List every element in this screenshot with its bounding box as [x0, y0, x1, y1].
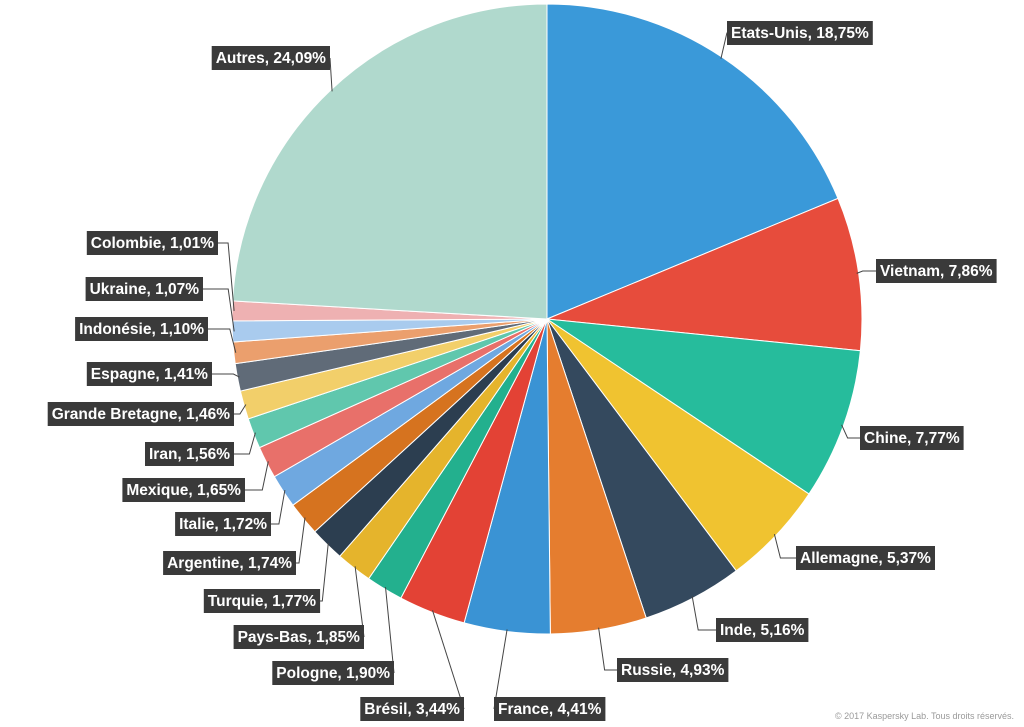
- data-label-allemagne: Allemagne, 5,37%: [800, 550, 931, 567]
- leader-line-argentine: [296, 517, 306, 564]
- data-label-autres: Autres, 24,09%: [216, 50, 326, 67]
- data-label-box-indonesie: [75, 317, 208, 341]
- data-label-box-colombie: [86, 231, 218, 255]
- leader-line-mexique: [245, 461, 269, 491]
- leader-line-italie: [271, 490, 286, 525]
- data-label-box-iran: [145, 442, 234, 466]
- data-label-france: France, 4,41%: [498, 701, 602, 718]
- leader-line-etats-unis: [720, 32, 728, 59]
- leader-line-chine: [841, 424, 860, 439]
- leader-line-grande-bretagne: [234, 404, 247, 415]
- leader-line-iran: [234, 432, 256, 455]
- data-label-box-turquie: [203, 589, 321, 613]
- pie-slice-autres: [231, 3, 548, 320]
- data-label-box-bresil: [360, 697, 464, 721]
- leader-line-france: [493, 629, 508, 710]
- pie-slice-etats-unis: [546, 3, 839, 320]
- data-label-box-grande-bretagne: [47, 402, 235, 426]
- copyright-text: © 2017 Kaspersky Lab. Tous droits réserv…: [834, 711, 1014, 721]
- data-label-box-ukraine: [85, 277, 203, 301]
- data-label-turquie: Turquie, 1,77%: [208, 593, 316, 610]
- data-label-pologne: Pologne, 1,90%: [276, 665, 390, 682]
- leader-line-turquie: [320, 542, 329, 602]
- data-label-indonesie: Indonésie, 1,10%: [79, 321, 204, 338]
- leader-line-inde: [691, 596, 716, 631]
- data-label-ukraine: Ukraine, 1,07%: [90, 281, 200, 298]
- data-label-box-pays-bas: [233, 625, 364, 649]
- data-label-pays-bas: Pays-Bas, 1,85%: [238, 629, 361, 646]
- data-label-grande-bretagne: Grande Bretagne, 1,46%: [52, 406, 231, 423]
- data-label-vietnam: Vietnam, 7,86%: [880, 263, 993, 280]
- data-label-box-autres: [211, 46, 330, 70]
- data-label-iran: Iran, 1,56%: [149, 446, 230, 463]
- data-label-box-pologne: [272, 661, 394, 685]
- data-label-bresil: Brésil, 3,44%: [364, 701, 460, 718]
- data-label-box-argentine: [163, 551, 296, 575]
- leader-line-allemagne: [773, 533, 796, 559]
- data-label-box-mexique: [122, 478, 245, 502]
- data-label-box-italie: [175, 512, 271, 536]
- leader-line-espagne: [212, 373, 240, 378]
- data-label-box-allemagne: [796, 546, 935, 570]
- data-label-italie: Italie, 1,72%: [179, 516, 267, 533]
- data-label-chine: Chine, 7,77%: [864, 430, 960, 447]
- data-label-espagne: Espagne, 1,41%: [91, 366, 208, 383]
- leader-line-colombie: [218, 242, 235, 311]
- data-label-etats-unis: Etats-Unis, 18,75%: [731, 25, 869, 42]
- data-label-mexique: Mexique, 1,65%: [126, 482, 241, 499]
- leader-line-indonesie: [208, 328, 237, 353]
- data-label-box-chine: [860, 426, 964, 450]
- leader-line-vietnam: [856, 270, 876, 274]
- leader-line-autres: [329, 57, 333, 92]
- data-label-box-vietnam: [876, 259, 997, 283]
- data-label-inde: Inde, 5,16%: [720, 622, 805, 639]
- data-label-box-france: [494, 697, 606, 721]
- leader-line-ukraine: [203, 288, 235, 332]
- data-label-box-etats-unis: [727, 21, 873, 45]
- pie-slice-chine: [546, 318, 861, 495]
- leader-line-russie: [598, 627, 617, 671]
- data-label-box-espagne: [86, 362, 212, 386]
- data-label-colombie: Colombie, 1,01%: [91, 235, 214, 252]
- leader-line-bresil: [432, 610, 465, 710]
- data-label-box-inde: [716, 618, 809, 642]
- leader-line-pologne: [385, 587, 395, 674]
- data-label-russie: Russie, 4,93%: [621, 662, 725, 679]
- data-label-box-russie: [617, 658, 729, 682]
- data-label-argentine: Argentine, 1,74%: [167, 555, 292, 572]
